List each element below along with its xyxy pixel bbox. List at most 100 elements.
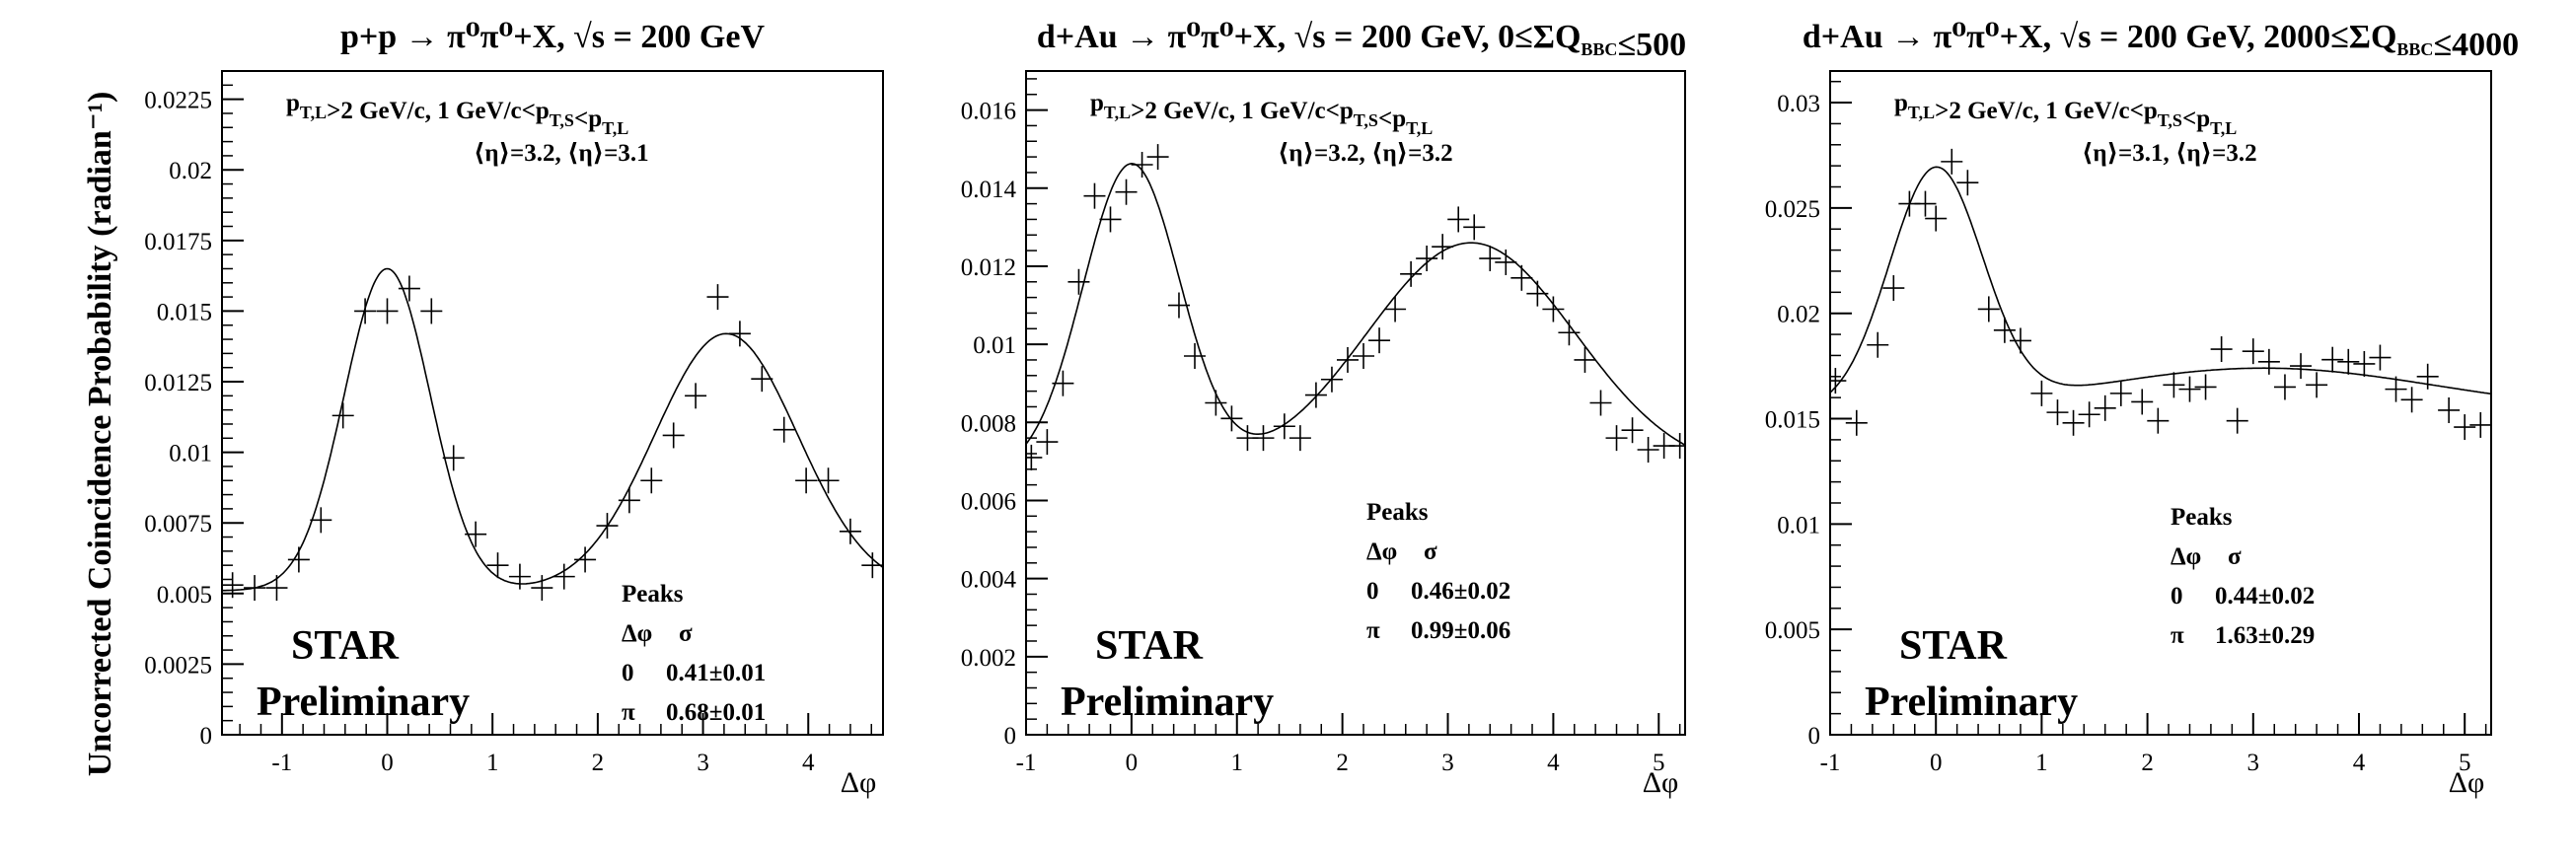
x-tick-label: 3 <box>2247 750 2260 776</box>
data-point <box>1304 382 1327 408</box>
star-label: STAR <box>291 623 400 669</box>
data-point <box>1288 425 1311 452</box>
data-point <box>1036 429 1059 456</box>
data-point <box>2046 399 2069 426</box>
data-point <box>1668 433 1685 460</box>
data-point <box>1956 170 1979 196</box>
data-point <box>2062 409 2085 436</box>
x-tick-label: 0 <box>1930 750 1943 776</box>
data-point <box>795 467 818 494</box>
data-point <box>662 422 685 449</box>
x-axis-label: Δφ <box>2449 766 2485 799</box>
kinematic-cut-label: pT,L>2 GeV/c, 1 GeV/c<pT,S<pT,L <box>1090 90 1433 138</box>
data-point <box>1463 214 1486 241</box>
data-point <box>618 487 640 514</box>
data-point <box>265 575 288 602</box>
peaks-header: Peaks <box>2171 504 2233 531</box>
y-tick-label: 0.014 <box>961 177 1017 203</box>
data-point <box>1589 390 1612 416</box>
plot-frame <box>221 70 884 736</box>
data-point <box>1146 144 1169 171</box>
y-tick-label: 0.002 <box>961 645 1016 672</box>
peaks-col-sigma: σ <box>1424 538 1437 565</box>
data-point <box>2194 374 2217 400</box>
data-points <box>1026 144 1685 470</box>
x-tick-label: 1 <box>1231 750 1244 776</box>
y-tick-label: 0.03 <box>1777 91 1820 117</box>
x-tick-label: 5 <box>2459 750 2471 776</box>
fit-curve <box>1026 162 1685 446</box>
data-point <box>2337 348 2360 375</box>
panel-pp: p+p → π⁰π⁰+X, √s = 200 GeV 0 0.0025 0.005 0.… <box>144 19 884 799</box>
fit-curve <box>1830 166 2491 395</box>
x-tick-label: 4 <box>1547 750 1560 776</box>
data-point <box>1925 205 1948 232</box>
data-point <box>1131 152 1153 179</box>
preliminary-label: Preliminary <box>1865 680 2078 725</box>
data-point <box>1558 320 1581 346</box>
y-tick-label: 0.01 <box>1777 512 1820 538</box>
eta-label: ⟨η⟩=3.2, ⟨η⟩=3.1 <box>474 140 649 167</box>
data-point <box>2163 372 2185 398</box>
data-point <box>2226 407 2248 434</box>
peaks-row-width: 0.68±0.01 <box>666 699 766 726</box>
x-tick-label: 4 <box>2353 750 2366 776</box>
peaks-row-width: 0.41±0.01 <box>666 660 766 686</box>
data-point <box>773 416 795 443</box>
x-tick-label: -1 <box>271 750 292 776</box>
y-tick-label: 0.012 <box>961 254 1016 281</box>
y-tick-label: 0.006 <box>961 488 1016 515</box>
data-point <box>1447 206 1470 233</box>
data-point <box>640 467 663 494</box>
data-point <box>331 402 354 429</box>
y-tick-label: 0.005 <box>157 582 212 609</box>
data-point <box>1205 390 1227 416</box>
data-point <box>222 572 244 599</box>
data-point <box>2210 336 2233 363</box>
peaks-row-position: π <box>1366 617 1380 644</box>
y-tick-label: 0.005 <box>1765 617 1820 644</box>
data-point <box>685 383 707 409</box>
x-tick-label: 1 <box>486 750 499 776</box>
data-point <box>1495 249 1517 275</box>
data-point <box>2400 387 2423 413</box>
data-point <box>1336 346 1359 373</box>
data-point <box>376 298 399 324</box>
peaks-row-position: 0 <box>622 660 634 686</box>
data-point <box>1479 246 1502 272</box>
data-point <box>1026 444 1043 470</box>
data-point <box>1941 148 1963 175</box>
data-point <box>2438 396 2461 423</box>
y-tick-label: 0.01 <box>973 332 1016 359</box>
data-point <box>1384 296 1407 322</box>
peaks-row-width: 0.44±0.02 <box>2215 583 2315 609</box>
data-point <box>508 563 531 590</box>
data-point <box>420 298 443 324</box>
data-point <box>839 518 861 544</box>
x-tick-label: 0 <box>381 750 394 776</box>
peaks-row-position: 0 <box>2171 583 2183 609</box>
data-point <box>1574 346 1596 373</box>
data-point <box>1993 317 2016 343</box>
x-axis-label: Δφ <box>1643 766 1679 799</box>
data-point <box>1252 425 1275 452</box>
y-tick-label: 0.01 <box>169 441 212 467</box>
peaks-col-dphi: Δφ <box>622 620 652 647</box>
y-tick-label: 0.004 <box>961 567 1017 594</box>
star-label: STAR <box>1095 623 1204 669</box>
data-point <box>310 507 332 534</box>
peaks-row-position: 0 <box>1366 578 1379 605</box>
chart-title: d+Au → π⁰π⁰+X, √s = 200 GeV, 2000≤ΣQBBC≤… <box>1803 19 2519 63</box>
y-tick-label: 0 <box>1004 723 1017 750</box>
data-point <box>1353 342 1375 369</box>
kinematic-cut-label: pT,L>2 GeV/c, 1 GeV/c<pT,S<pT,L <box>1894 90 2237 138</box>
data-point <box>486 552 509 579</box>
data-point <box>398 275 420 302</box>
data-point <box>2009 327 2031 354</box>
peaks-row-width: 0.99±0.06 <box>1411 617 1510 644</box>
data-point <box>2353 350 2376 377</box>
data-point <box>1621 417 1644 444</box>
data-point <box>2178 376 2201 402</box>
data-point <box>244 575 266 602</box>
data-point <box>1510 264 1533 291</box>
